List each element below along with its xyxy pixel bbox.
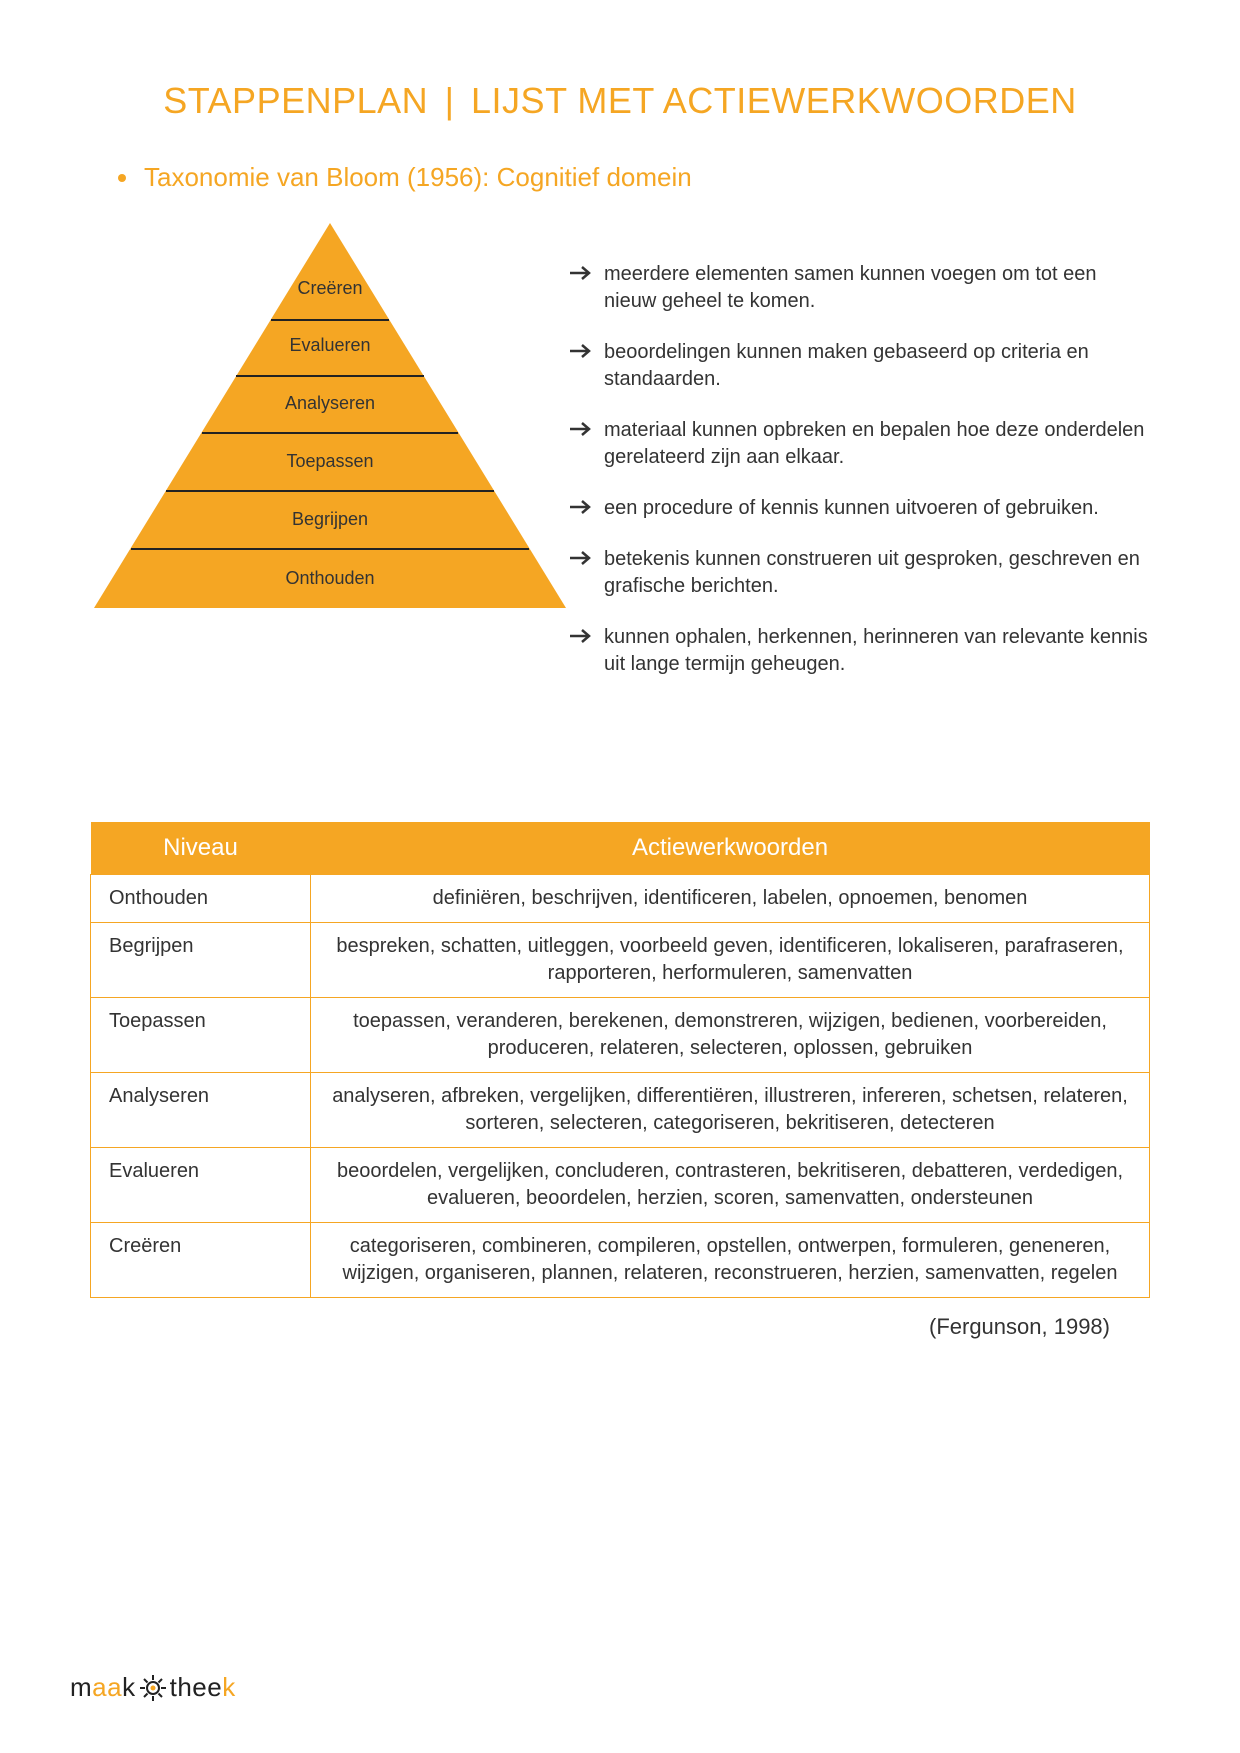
logo-text: m: [70, 1672, 92, 1703]
pyramid-level-label: Evalueren: [90, 335, 570, 356]
cell-verbs: toepassen, veranderen, berekenen, demons…: [311, 998, 1150, 1073]
page-title: STAPPENPLAN | LIJST MET ACTIEWERKWOORDEN: [90, 80, 1150, 122]
description-text: meerdere elementen samen kunnen voegen o…: [604, 261, 1150, 315]
description-item: beoordelingen kunnen maken gebaseerd op …: [570, 339, 1150, 393]
arrow-icon: [570, 550, 592, 566]
pyramid-level-label: Begrijpen: [90, 509, 570, 530]
arrow-icon: [570, 265, 592, 281]
title-part-2: LIJST MET ACTIEWERKWOORDEN: [471, 80, 1077, 121]
description-item: betekenis kunnen construeren uit gesprok…: [570, 546, 1150, 600]
arrow-icon: [570, 343, 592, 359]
title-part-1: STAPPENPLAN: [163, 80, 428, 121]
cell-verbs: definiëren, beschrijven, identificeren, …: [311, 875, 1150, 923]
description-text: beoordelingen kunnen maken gebaseerd op …: [604, 339, 1150, 393]
cell-verbs: bespreken, schatten, uitleggen, voorbeel…: [311, 923, 1150, 998]
table-body: Onthouden definiëren, beschrijven, ident…: [91, 875, 1150, 1298]
arrow-icon: [570, 628, 592, 644]
table-row: Evalueren beoordelen, vergelijken, concl…: [91, 1148, 1150, 1223]
logo-text: k: [122, 1672, 136, 1703]
subtitle-text: Taxonomie van Bloom (1956): Cognitief do…: [144, 162, 692, 193]
page: STAPPENPLAN | LIJST MET ACTIEWERKWOORDEN…: [0, 0, 1240, 1753]
description-text: een procedure of kennis kunnen uitvoeren…: [604, 495, 1099, 522]
table-row: Begrijpen bespreken, schatten, uitleggen…: [91, 923, 1150, 998]
table-row: Analyseren analyseren, afbreken, vergeli…: [91, 1073, 1150, 1148]
cell-level: Analyseren: [91, 1073, 311, 1148]
pyramid-diagram: Creëren Evalueren Analyseren Toepassen B…: [90, 213, 570, 613]
table-header-level: Niveau: [91, 822, 311, 875]
table-row: Toepassen toepassen, veranderen, bereken…: [91, 998, 1150, 1073]
pyramid-section: Creëren Evalueren Analyseren Toepassen B…: [90, 213, 1150, 702]
table-header-verbs: Actiewerkwoorden: [311, 822, 1150, 875]
cell-verbs: categoriseren, combineren, compileren, o…: [311, 1223, 1150, 1298]
description-text: materiaal kunnen opbreken en bepalen hoe…: [604, 417, 1150, 471]
cell-level: Begrijpen: [91, 923, 311, 998]
subtitle-row: Taxonomie van Bloom (1956): Cognitief do…: [118, 162, 1150, 193]
arrow-icon: [570, 421, 592, 437]
cell-level: Toepassen: [91, 998, 311, 1073]
description-list: meerdere elementen samen kunnen voegen o…: [570, 261, 1150, 702]
description-item: kunnen ophalen, herkennen, herinneren va…: [570, 624, 1150, 678]
pyramid-level-label: Onthouden: [90, 568, 570, 589]
logo-text: thee: [170, 1672, 223, 1703]
description-item: een procedure of kennis kunnen uitvoeren…: [570, 495, 1150, 522]
bullet-icon: [118, 174, 126, 182]
cell-level: Evalueren: [91, 1148, 311, 1223]
table-row: Creëren categoriseren, combineren, compi…: [91, 1223, 1150, 1298]
brand-logo: maak theek: [70, 1672, 236, 1703]
logo-text: aa: [92, 1672, 122, 1703]
cell-verbs: analyseren, afbreken, vergelijken, diffe…: [311, 1073, 1150, 1148]
description-item: materiaal kunnen opbreken en bepalen hoe…: [570, 417, 1150, 471]
cell-level: Creëren: [91, 1223, 311, 1298]
cell-verbs: beoordelen, vergelijken, concluderen, co…: [311, 1148, 1150, 1223]
pyramid-level-label: Analyseren: [90, 393, 570, 414]
logo-text: k: [222, 1672, 236, 1703]
verb-table: Niveau Actiewerkwoorden Onthouden defini…: [90, 822, 1150, 1298]
arrow-icon: [570, 499, 592, 515]
description-item: meerdere elementen samen kunnen voegen o…: [570, 261, 1150, 315]
title-separator: |: [439, 80, 461, 121]
cell-level: Onthouden: [91, 875, 311, 923]
gear-icon: [138, 1673, 168, 1703]
pyramid-level-label: Creëren: [90, 278, 570, 299]
table-header-row: Niveau Actiewerkwoorden: [91, 822, 1150, 875]
pyramid-level-label: Toepassen: [90, 451, 570, 472]
description-text: kunnen ophalen, herkennen, herinneren va…: [604, 624, 1150, 678]
table-row: Onthouden definiëren, beschrijven, ident…: [91, 875, 1150, 923]
citation: (Fergunson, 1998): [90, 1314, 1150, 1340]
description-text: betekenis kunnen construeren uit gesprok…: [604, 546, 1150, 600]
